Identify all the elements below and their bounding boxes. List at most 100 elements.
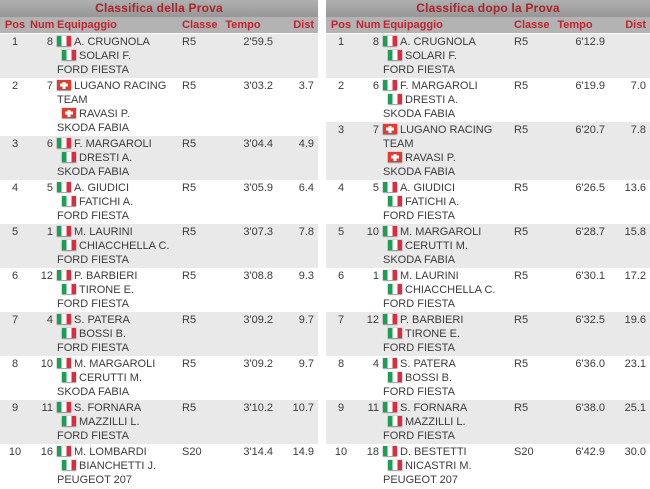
codriver-name: DRESTI A. bbox=[405, 94, 459, 106]
table-row: 7 4 S. PATERA BOSSI B. FORD FIESTA R5 3'… bbox=[0, 312, 318, 356]
crew-cell: S. PATERA BOSSI B. FORD FIESTA bbox=[53, 313, 181, 355]
codriver-line: DRESTI A. bbox=[383, 93, 513, 107]
gap-cell: 9.7 bbox=[298, 314, 314, 326]
codriver-line: BOSSI B. bbox=[383, 371, 513, 385]
car-name: FORD FIESTA bbox=[57, 254, 129, 266]
driver-line: F. MARGAROLI bbox=[57, 137, 181, 151]
italy-flag-icon bbox=[383, 226, 397, 236]
codriver-line: RAVASI P. bbox=[383, 151, 513, 165]
class-cell: R5 bbox=[182, 182, 197, 194]
gap-cell: 30.0 bbox=[624, 446, 646, 458]
driver-line: P. BARBIERI bbox=[383, 313, 513, 327]
position-cell: 7 bbox=[11, 314, 19, 326]
classe-header: Classe bbox=[182, 19, 218, 31]
crew-cell: D. BESTETTI NICASTRI M. PEUGEOT 207 bbox=[379, 445, 513, 487]
position-cell: 1 bbox=[11, 36, 19, 48]
car-number-cell: 12 bbox=[366, 314, 379, 326]
driver-line: A. GIUDICI bbox=[383, 181, 513, 195]
italy-flag-icon bbox=[57, 182, 71, 192]
table-row: 6 1 M. LAURINI CHIACCHELLA C. FORD FIEST… bbox=[326, 268, 650, 312]
table-body: 1 8 A. CRUGNOLA SOLARI F. FORD FIESTA R5… bbox=[0, 34, 318, 488]
class-cell: R5 bbox=[182, 80, 197, 92]
position-cell: 4 bbox=[337, 182, 345, 194]
time-cell: 6'42.9 bbox=[575, 446, 605, 458]
gap-cell: 23.1 bbox=[624, 358, 646, 370]
codriver-name: MAZZILLI L. bbox=[405, 416, 466, 428]
italy-flag-icon bbox=[388, 460, 402, 470]
class-cell: R5 bbox=[182, 402, 197, 414]
codriver-line: MAZZILLI L. bbox=[383, 415, 513, 429]
position-cell: 8 bbox=[11, 358, 19, 370]
italy-flag-icon bbox=[383, 402, 397, 412]
codriver-name: CERUTTI M. bbox=[79, 372, 142, 384]
car-name: FORD FIESTA bbox=[383, 64, 455, 76]
car-number-cell: 11 bbox=[41, 402, 53, 414]
time-cell: 6'26.5 bbox=[575, 182, 605, 194]
driver-name: LUGANO RACING TEAM bbox=[57, 80, 167, 106]
driver-line: M. LAURINI bbox=[57, 225, 181, 239]
driver-line: M. LAURINI bbox=[383, 269, 513, 283]
car-number-cell: 5 bbox=[46, 182, 53, 194]
crew-cell: S. FORNARA MAZZILLI L. FORD FIESTA bbox=[379, 401, 513, 443]
italy-flag-icon bbox=[57, 314, 71, 324]
crew-cell: A. GIUDICI FATICHI A. FORD FIESTA bbox=[53, 181, 181, 223]
car-name: FORD FIESTA bbox=[57, 430, 129, 442]
car-number-cell: 4 bbox=[372, 358, 379, 370]
italy-flag-icon bbox=[388, 240, 402, 250]
driver-name: M. LOMBARDI bbox=[74, 446, 147, 458]
car-name: FORD FIESTA bbox=[57, 298, 129, 310]
car-number-cell: 5 bbox=[372, 182, 379, 194]
tempo-header: Tempo bbox=[557, 19, 593, 31]
position-cell: 5 bbox=[11, 226, 19, 238]
driver-name: D. BESTETTI bbox=[400, 446, 467, 458]
dist-header: Dist bbox=[293, 19, 314, 31]
italy-flag-icon bbox=[57, 446, 71, 456]
time-cell: 3'08.8 bbox=[243, 270, 273, 282]
codriver-name: MAZZILLI L. bbox=[79, 416, 140, 428]
table-row: 9 11 S. FORNARA MAZZILLI L. FORD FIESTA … bbox=[0, 400, 318, 444]
car-number-cell: 1 bbox=[46, 226, 53, 238]
position-cell: 10 bbox=[334, 446, 348, 458]
italy-flag-icon bbox=[383, 182, 397, 192]
car-number-cell: 1 bbox=[372, 270, 379, 282]
driver-name: S. PATERA bbox=[74, 314, 130, 326]
car-name: PEUGEOT 207 bbox=[383, 474, 458, 486]
table-row: 10 18 D. BESTETTI NICASTRI M. PEUGEOT 20… bbox=[326, 444, 650, 488]
time-cell: 6'19.9 bbox=[575, 80, 605, 92]
driver-name: S. PATERA bbox=[400, 358, 456, 370]
italy-flag-icon bbox=[383, 314, 397, 324]
gap-cell: 10.7 bbox=[292, 402, 314, 414]
italy-flag-icon bbox=[57, 358, 71, 368]
italy-flag-icon bbox=[57, 270, 71, 280]
gap-cell: 7.0 bbox=[630, 80, 646, 92]
gap-cell: 3.7 bbox=[298, 80, 314, 92]
table-row: 3 6 F. MARGAROLI DRESTI A. SKODA FABIA R… bbox=[0, 136, 318, 180]
codriver-line: FATICHI A. bbox=[57, 195, 181, 209]
table-row: 8 10 M. MARGAROLI CERUTTI M. SKODA FABIA… bbox=[0, 356, 318, 400]
driver-line: LUGANO RACING TEAM bbox=[383, 123, 513, 151]
class-cell: S20 bbox=[182, 446, 202, 458]
gap-cell: 9.3 bbox=[298, 270, 314, 282]
codriver-name: TIRONE E. bbox=[79, 284, 135, 296]
num-header: Num bbox=[30, 19, 55, 31]
gap-cell: 25.1 bbox=[624, 402, 646, 414]
driver-name: LUGANO RACING TEAM bbox=[383, 124, 493, 150]
driver-name: S. FORNARA bbox=[400, 402, 468, 414]
equipaggio-header: Equipaggio bbox=[383, 19, 443, 31]
gap-cell: 4.9 bbox=[298, 138, 314, 150]
codriver-name: CHIACCHELLA C. bbox=[405, 284, 496, 296]
position-cell: 9 bbox=[337, 402, 345, 414]
car-name: SKODA FABIA bbox=[383, 108, 456, 120]
codriver-line: CHIACCHELLA C. bbox=[57, 239, 181, 253]
codriver-name: DRESTI A. bbox=[79, 152, 133, 164]
car-name: FORD FIESTA bbox=[383, 386, 455, 398]
codriver-name: SOLARI F. bbox=[79, 50, 131, 62]
position-cell: 2 bbox=[11, 80, 19, 92]
codriver-line: BOSSI B. bbox=[57, 327, 181, 341]
italy-flag-icon bbox=[388, 196, 402, 206]
position-cell: 3 bbox=[11, 138, 19, 150]
codriver-line: SOLARI F. bbox=[57, 49, 181, 63]
driver-name: F. MARGAROLI bbox=[400, 80, 478, 92]
italy-flag-icon bbox=[62, 284, 76, 294]
